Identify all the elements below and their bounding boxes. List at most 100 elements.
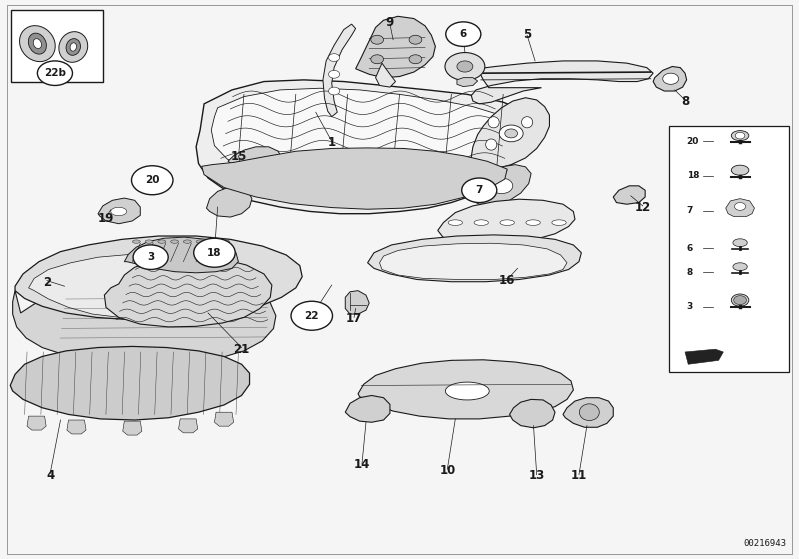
Polygon shape [214,412,233,426]
Polygon shape [323,24,356,117]
Polygon shape [228,147,281,170]
Polygon shape [345,291,369,314]
Polygon shape [614,186,645,204]
Polygon shape [196,80,537,214]
Circle shape [445,53,485,80]
Polygon shape [211,88,513,189]
Text: 20: 20 [686,137,699,146]
Text: 8: 8 [686,268,693,277]
Text: 3: 3 [686,302,693,311]
Polygon shape [438,199,575,245]
Polygon shape [206,187,252,217]
Text: 17: 17 [346,312,362,325]
Text: 6: 6 [459,29,467,39]
Ellipse shape [445,382,489,400]
Ellipse shape [158,240,166,243]
Text: 20: 20 [145,175,160,185]
Ellipse shape [59,32,88,62]
Ellipse shape [474,220,488,225]
Text: 9: 9 [386,17,394,30]
Polygon shape [356,16,435,78]
Text: 7: 7 [686,206,693,215]
Circle shape [505,129,518,138]
Polygon shape [123,421,142,435]
Circle shape [328,87,340,95]
Circle shape [291,301,332,330]
Circle shape [328,54,340,61]
Circle shape [735,132,745,139]
Text: 1: 1 [328,136,336,149]
Circle shape [409,35,422,44]
Ellipse shape [221,240,229,243]
Polygon shape [380,243,567,280]
Text: 4: 4 [46,469,54,482]
Ellipse shape [133,240,141,243]
Text: 12: 12 [634,201,651,214]
Polygon shape [13,274,276,364]
Polygon shape [457,78,478,87]
Text: 2: 2 [43,276,51,289]
Circle shape [133,245,169,269]
Polygon shape [376,63,396,87]
Polygon shape [15,236,302,320]
Circle shape [38,61,73,86]
Ellipse shape [448,220,463,225]
Ellipse shape [579,404,599,420]
Ellipse shape [522,117,533,128]
Ellipse shape [500,220,515,225]
Ellipse shape [183,240,191,243]
Text: 15: 15 [230,150,247,163]
Ellipse shape [488,117,499,128]
Circle shape [371,35,384,44]
Text: 18: 18 [686,171,699,181]
Ellipse shape [486,139,497,150]
Polygon shape [368,235,582,282]
Ellipse shape [66,39,81,55]
Text: 3: 3 [147,252,154,262]
Ellipse shape [733,239,747,247]
Circle shape [733,296,746,305]
Circle shape [491,178,513,193]
Circle shape [499,125,523,142]
Polygon shape [358,360,574,419]
Polygon shape [178,419,197,433]
Polygon shape [563,397,614,427]
Text: 00216943: 00216943 [743,539,786,548]
Polygon shape [345,395,390,422]
Polygon shape [27,416,46,430]
Ellipse shape [552,220,566,225]
Text: 22b: 22b [44,68,66,78]
Ellipse shape [731,294,749,306]
Polygon shape [471,61,653,104]
Text: 18: 18 [207,248,221,258]
Circle shape [457,61,473,72]
Circle shape [193,238,235,267]
Ellipse shape [733,263,747,271]
Text: 14: 14 [354,458,370,471]
Text: 7: 7 [475,185,483,195]
Polygon shape [653,67,686,91]
Text: 6: 6 [686,244,693,253]
Text: 22: 22 [304,311,319,321]
Ellipse shape [145,240,153,243]
Polygon shape [201,148,507,209]
Circle shape [734,202,745,210]
Bar [669,126,789,372]
Circle shape [328,70,340,78]
Polygon shape [10,347,249,420]
Text: 10: 10 [439,464,455,477]
Ellipse shape [19,26,55,61]
Text: 21: 21 [233,343,250,356]
Circle shape [446,22,481,46]
Polygon shape [470,165,531,204]
Ellipse shape [731,165,749,175]
Ellipse shape [34,39,42,49]
Circle shape [132,166,173,195]
Polygon shape [67,420,86,434]
Text: 16: 16 [499,274,515,287]
Ellipse shape [70,43,77,51]
Ellipse shape [28,33,46,54]
Ellipse shape [196,240,204,243]
Polygon shape [125,237,238,273]
Polygon shape [105,257,272,327]
